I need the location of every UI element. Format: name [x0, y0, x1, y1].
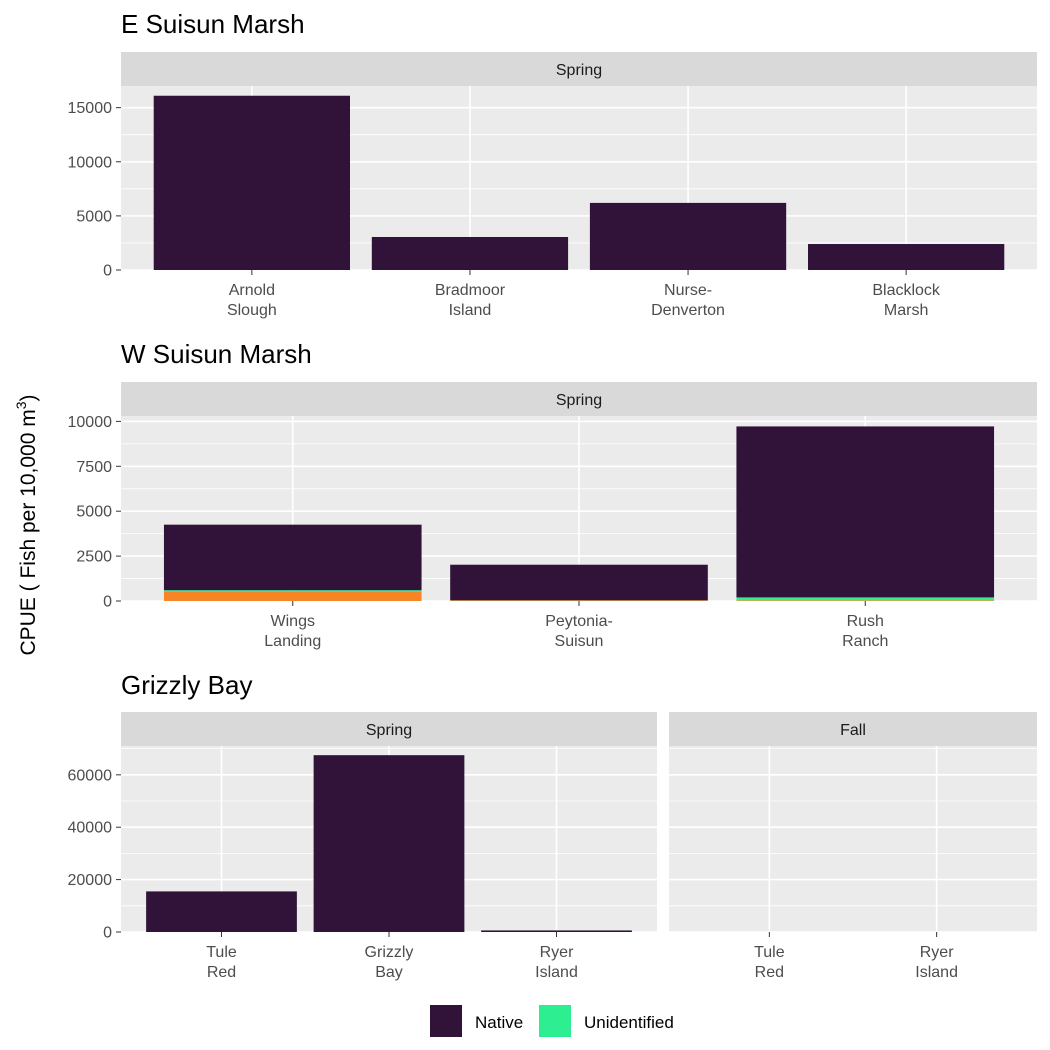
chart-row-3: Grizzly Bay Spring Tule Red Grizzly Bay Ryer Is… [68, 670, 1037, 981]
chart-row-2: W Suisun Marsh Spring Wings Landing Peytonia… [68, 339, 1037, 650]
chart-panels: E Suisun Marsh Spring Arnold Slough Bradmoor… [68, 9, 1037, 981]
legend-label: Unidentified [584, 1013, 674, 1032]
legend-entry-unidentified: Unidentified [539, 1005, 674, 1037]
panel-fall: Fall Tule Red Ryer Island [669, 712, 1037, 981]
bar-nonnative-rush [736, 600, 995, 601]
strip-background [121, 52, 1037, 86]
y-tick-label: 60000 [68, 767, 113, 784]
x-tick-label: Rush Ranch [842, 613, 888, 650]
bar-native-blacklock [808, 244, 1005, 270]
y-axis-label-main: CPUE ( Fish per 10,000 m [17, 409, 40, 655]
y-tick-label: 5000 [76, 504, 112, 521]
legend-entry-native: Native [430, 1005, 523, 1037]
bar-nonnative-wings [163, 592, 422, 601]
bar-nonnative-peytonia [450, 600, 708, 601]
y-tick-label: 15000 [68, 100, 113, 117]
legend-key [430, 1005, 462, 1037]
y-axis-label-sup: 3 [13, 401, 29, 409]
bar-unidentified-rush [736, 597, 995, 601]
bar-native-tule [146, 891, 297, 932]
legend-key [539, 1005, 571, 1037]
x-tick-label: Ryer Island [915, 944, 958, 981]
chart-row-1: E Suisun Marsh Spring Arnold Slough Bradmoor… [68, 9, 1037, 319]
bar-unidentified-wings [163, 590, 422, 593]
bar-native-peytonia [450, 564, 708, 601]
x-tick-label: Ryer Island [535, 944, 578, 981]
bar-native-wings [163, 524, 422, 591]
y-axis-label: CPUE ( Fish per 10,000 m3) [13, 394, 40, 655]
legend: Native Unidentified [430, 1005, 674, 1037]
x-tick-label: Bradmoor Island [435, 282, 506, 319]
x-tick-label: Arnold Slough [227, 282, 277, 319]
x-tick-label: Wings Landing [264, 613, 321, 650]
x-tick-label: Peytonia-Suisun [545, 613, 613, 650]
y-tick-label: 20000 [68, 872, 113, 889]
x-tick-label: Nurse-Denverton [651, 282, 725, 319]
strip-label: Fall [840, 722, 866, 739]
strip-label: Spring [366, 722, 412, 739]
bar-native-bradmoor [371, 236, 569, 270]
bar-native-rush [736, 426, 995, 598]
y-tick-label: 2500 [76, 549, 112, 566]
y-tick-label: 40000 [68, 820, 113, 837]
strip-background [669, 712, 1037, 746]
plot-background [669, 746, 1037, 932]
panel-spring: Spring Wings Landing Peytonia-Suisun Rush Ran… [68, 382, 1037, 650]
x-tick-label: Grizzly Bay [365, 944, 414, 981]
strip-background [121, 382, 1037, 416]
y-tick-label: 0 [103, 925, 112, 942]
chart-title: Grizzly Bay [121, 670, 252, 700]
strip-background [121, 712, 657, 746]
panel-spring: Spring Arnold Slough Bradmoor Island Nurse-De… [68, 52, 1037, 319]
chart-title: E Suisun Marsh [121, 9, 305, 39]
y-tick-label: 7500 [76, 459, 112, 476]
bar-native-grizzly [313, 755, 465, 932]
bar-native-ryer [481, 930, 632, 932]
legend-label: Native [475, 1013, 523, 1032]
y-tick-label: 10000 [68, 414, 113, 431]
x-tick-label: Tule Red [754, 944, 785, 981]
strip-label: Spring [556, 62, 602, 79]
y-tick-label: 10000 [68, 154, 113, 171]
panel-spring: Spring Tule Red Grizzly Bay Ryer Island 0 20000 4… [68, 712, 657, 981]
bar-native-nurse [589, 202, 787, 270]
x-tick-label: Tule Red [206, 944, 237, 981]
x-tick-label: Blacklock Marsh [872, 282, 941, 319]
strip-label: Spring [556, 392, 602, 409]
y-tick-label: 0 [103, 594, 112, 611]
y-tick-label: 0 [103, 263, 112, 280]
y-axis-label-close: ) [17, 394, 40, 401]
y-tick-label: 5000 [76, 208, 112, 225]
chart-title: W Suisun Marsh [121, 339, 312, 369]
bar-native-arnold [153, 95, 350, 270]
